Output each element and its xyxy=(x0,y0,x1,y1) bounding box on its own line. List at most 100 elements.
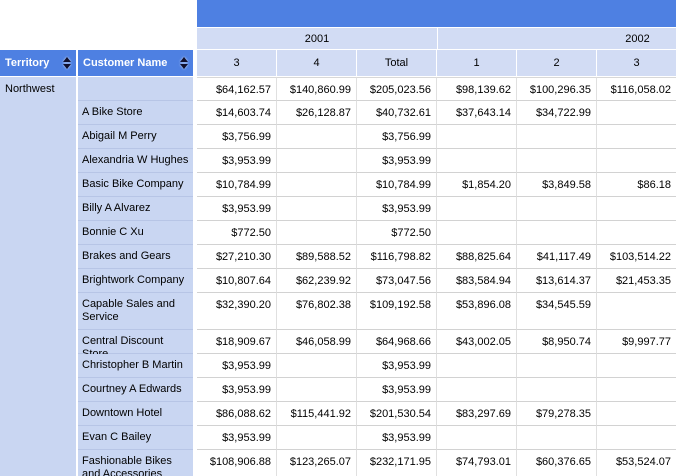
sales-value-cell: $100,296.35 xyxy=(517,77,597,101)
sales-value-cell: $13,614.37 xyxy=(517,269,597,293)
sales-value-cell xyxy=(437,149,517,173)
customer-name-cell: Central Discount Store xyxy=(78,330,193,360)
customer-name-cell xyxy=(78,77,193,101)
sales-value-cell xyxy=(437,426,517,450)
sales-value-cell: $201,530.54 xyxy=(357,402,437,426)
sales-value-cell: $32,390.20 xyxy=(197,293,277,330)
sales-value-cell: $86,088.62 xyxy=(197,402,277,426)
sales-value-cell: $34,545.59 xyxy=(517,293,597,330)
sales-value-cell xyxy=(277,197,357,221)
sales-value-cell: $79,278.35 xyxy=(517,402,597,426)
sales-value-cell: $88,825.64 xyxy=(437,245,517,269)
matrix-top-band xyxy=(197,0,676,28)
sales-value-cell xyxy=(517,125,597,149)
sales-value-cell: $3,849.58 xyxy=(517,173,597,197)
sort-desc-arrow-icon xyxy=(180,64,188,69)
sales-value-cell: $3,953.99 xyxy=(197,354,277,378)
sales-value-cell: $43,002.05 xyxy=(437,330,517,354)
sales-value-cell xyxy=(517,197,597,221)
customer-name-cell: A Bike Store xyxy=(78,101,193,125)
sales-value-cell xyxy=(597,149,676,173)
customer-name-cell: Christopher B Martin xyxy=(78,354,193,378)
sort-desc-arrow-icon xyxy=(63,64,71,69)
customer-name-cell: Bonnie C Xu xyxy=(78,221,193,245)
sales-value-cell: $62,239.92 xyxy=(277,269,357,293)
sales-value-cell: $1,854.20 xyxy=(437,173,517,197)
sales-value-cell: $60,376.65 xyxy=(517,450,597,476)
sales-value-cell: $140,860.99 xyxy=(277,77,357,101)
sales-value-cell xyxy=(277,173,357,197)
sales-value-cell xyxy=(437,125,517,149)
territory-header-label: Territory xyxy=(5,57,50,69)
customer-name-column-header[interactable]: Customer Name xyxy=(78,50,193,77)
territory-column-header[interactable]: Territory xyxy=(0,50,78,77)
customer-header-label: Customer Name xyxy=(83,57,168,69)
sales-value-cell: $3,953.99 xyxy=(357,426,437,450)
customer-name-cell: Capable Sales and Service xyxy=(78,293,193,330)
sales-value-cell: $116,058.02 xyxy=(597,77,676,101)
customer-name-cell: Alexandria W Hughes xyxy=(78,149,193,173)
sales-value-cell: $83,297.69 xyxy=(437,402,517,426)
sales-value-cell: $37,643.14 xyxy=(437,101,517,125)
sales-value-cell xyxy=(517,354,597,378)
sales-value-cell: $115,441.92 xyxy=(277,402,357,426)
sales-value-cell xyxy=(437,354,517,378)
sales-value-cell xyxy=(277,149,357,173)
sales-value-cell xyxy=(277,125,357,149)
quarter-label: 1 xyxy=(473,57,480,69)
sales-value-cell: $34,722.99 xyxy=(517,101,597,125)
sales-value-cell: $8,950.74 xyxy=(517,330,597,354)
sales-value-cell xyxy=(437,197,517,221)
sort-asc-arrow-icon xyxy=(63,57,71,62)
year-group-2001: 2001 xyxy=(197,28,437,50)
quarter-header: 3 xyxy=(197,50,277,77)
sales-value-cell: $74,793.01 xyxy=(437,450,517,476)
sales-value-cell xyxy=(597,125,676,149)
sales-value-cell xyxy=(437,221,517,245)
sales-value-cell: $40,732.61 xyxy=(357,101,437,125)
sales-value-cell xyxy=(437,378,517,402)
quarter-label: 4 xyxy=(313,57,320,69)
sales-value-cell xyxy=(597,197,676,221)
territory-group-cell: Northwest xyxy=(0,77,78,476)
year-label: 2002 xyxy=(625,32,650,45)
sales-value-cell: $3,953.99 xyxy=(357,354,437,378)
sales-value-cell: $83,584.94 xyxy=(437,269,517,293)
sales-value-cell xyxy=(277,221,357,245)
sort-asc-arrow-icon xyxy=(180,57,188,62)
sales-value-cell: $3,953.99 xyxy=(197,197,277,221)
sales-value-cell xyxy=(597,354,676,378)
customer-name-cell: Fashionable Bikes and Accessories xyxy=(78,450,193,476)
customer-name-cell: Evan C Bailey xyxy=(78,426,193,450)
sort-icon[interactable] xyxy=(180,57,188,69)
customer-name-cell: Brightwork Company xyxy=(78,269,193,293)
sales-value-cell xyxy=(517,221,597,245)
sales-value-cell: $26,128.87 xyxy=(277,101,357,125)
sales-value-cell: $10,807.64 xyxy=(197,269,277,293)
sales-value-cell: $53,896.08 xyxy=(437,293,517,330)
sales-value-cell xyxy=(517,378,597,402)
sales-value-cell xyxy=(597,426,676,450)
sales-value-cell: $64,968.66 xyxy=(357,330,437,354)
quarter-label: 3 xyxy=(233,57,240,69)
customer-name-cell: Abigail M Perry xyxy=(78,125,193,149)
sales-value-cell: $64,162.57 xyxy=(197,77,277,101)
sales-value-cell: $3,953.99 xyxy=(197,426,277,450)
sort-icon[interactable] xyxy=(63,57,71,69)
year-group-2002: 2002 xyxy=(437,28,676,50)
sales-value-cell: $772.50 xyxy=(357,221,437,245)
sales-value-cell: $103,514.22 xyxy=(597,245,676,269)
sales-value-cell: $109,192.58 xyxy=(357,293,437,330)
sales-value-cell: $3,953.99 xyxy=(197,149,277,173)
customer-name-cell: Courtney A Edwards xyxy=(78,378,193,402)
sales-value-cell: $3,953.99 xyxy=(357,197,437,221)
quarter-label: 3 xyxy=(633,57,640,69)
sales-value-cell xyxy=(517,149,597,173)
quarter-label: Total xyxy=(384,57,409,69)
sales-value-cell xyxy=(597,293,676,330)
sales-value-cell: $116,798.82 xyxy=(357,245,437,269)
sales-value-cell: $10,784.99 xyxy=(197,173,277,197)
sales-value-cell xyxy=(597,378,676,402)
